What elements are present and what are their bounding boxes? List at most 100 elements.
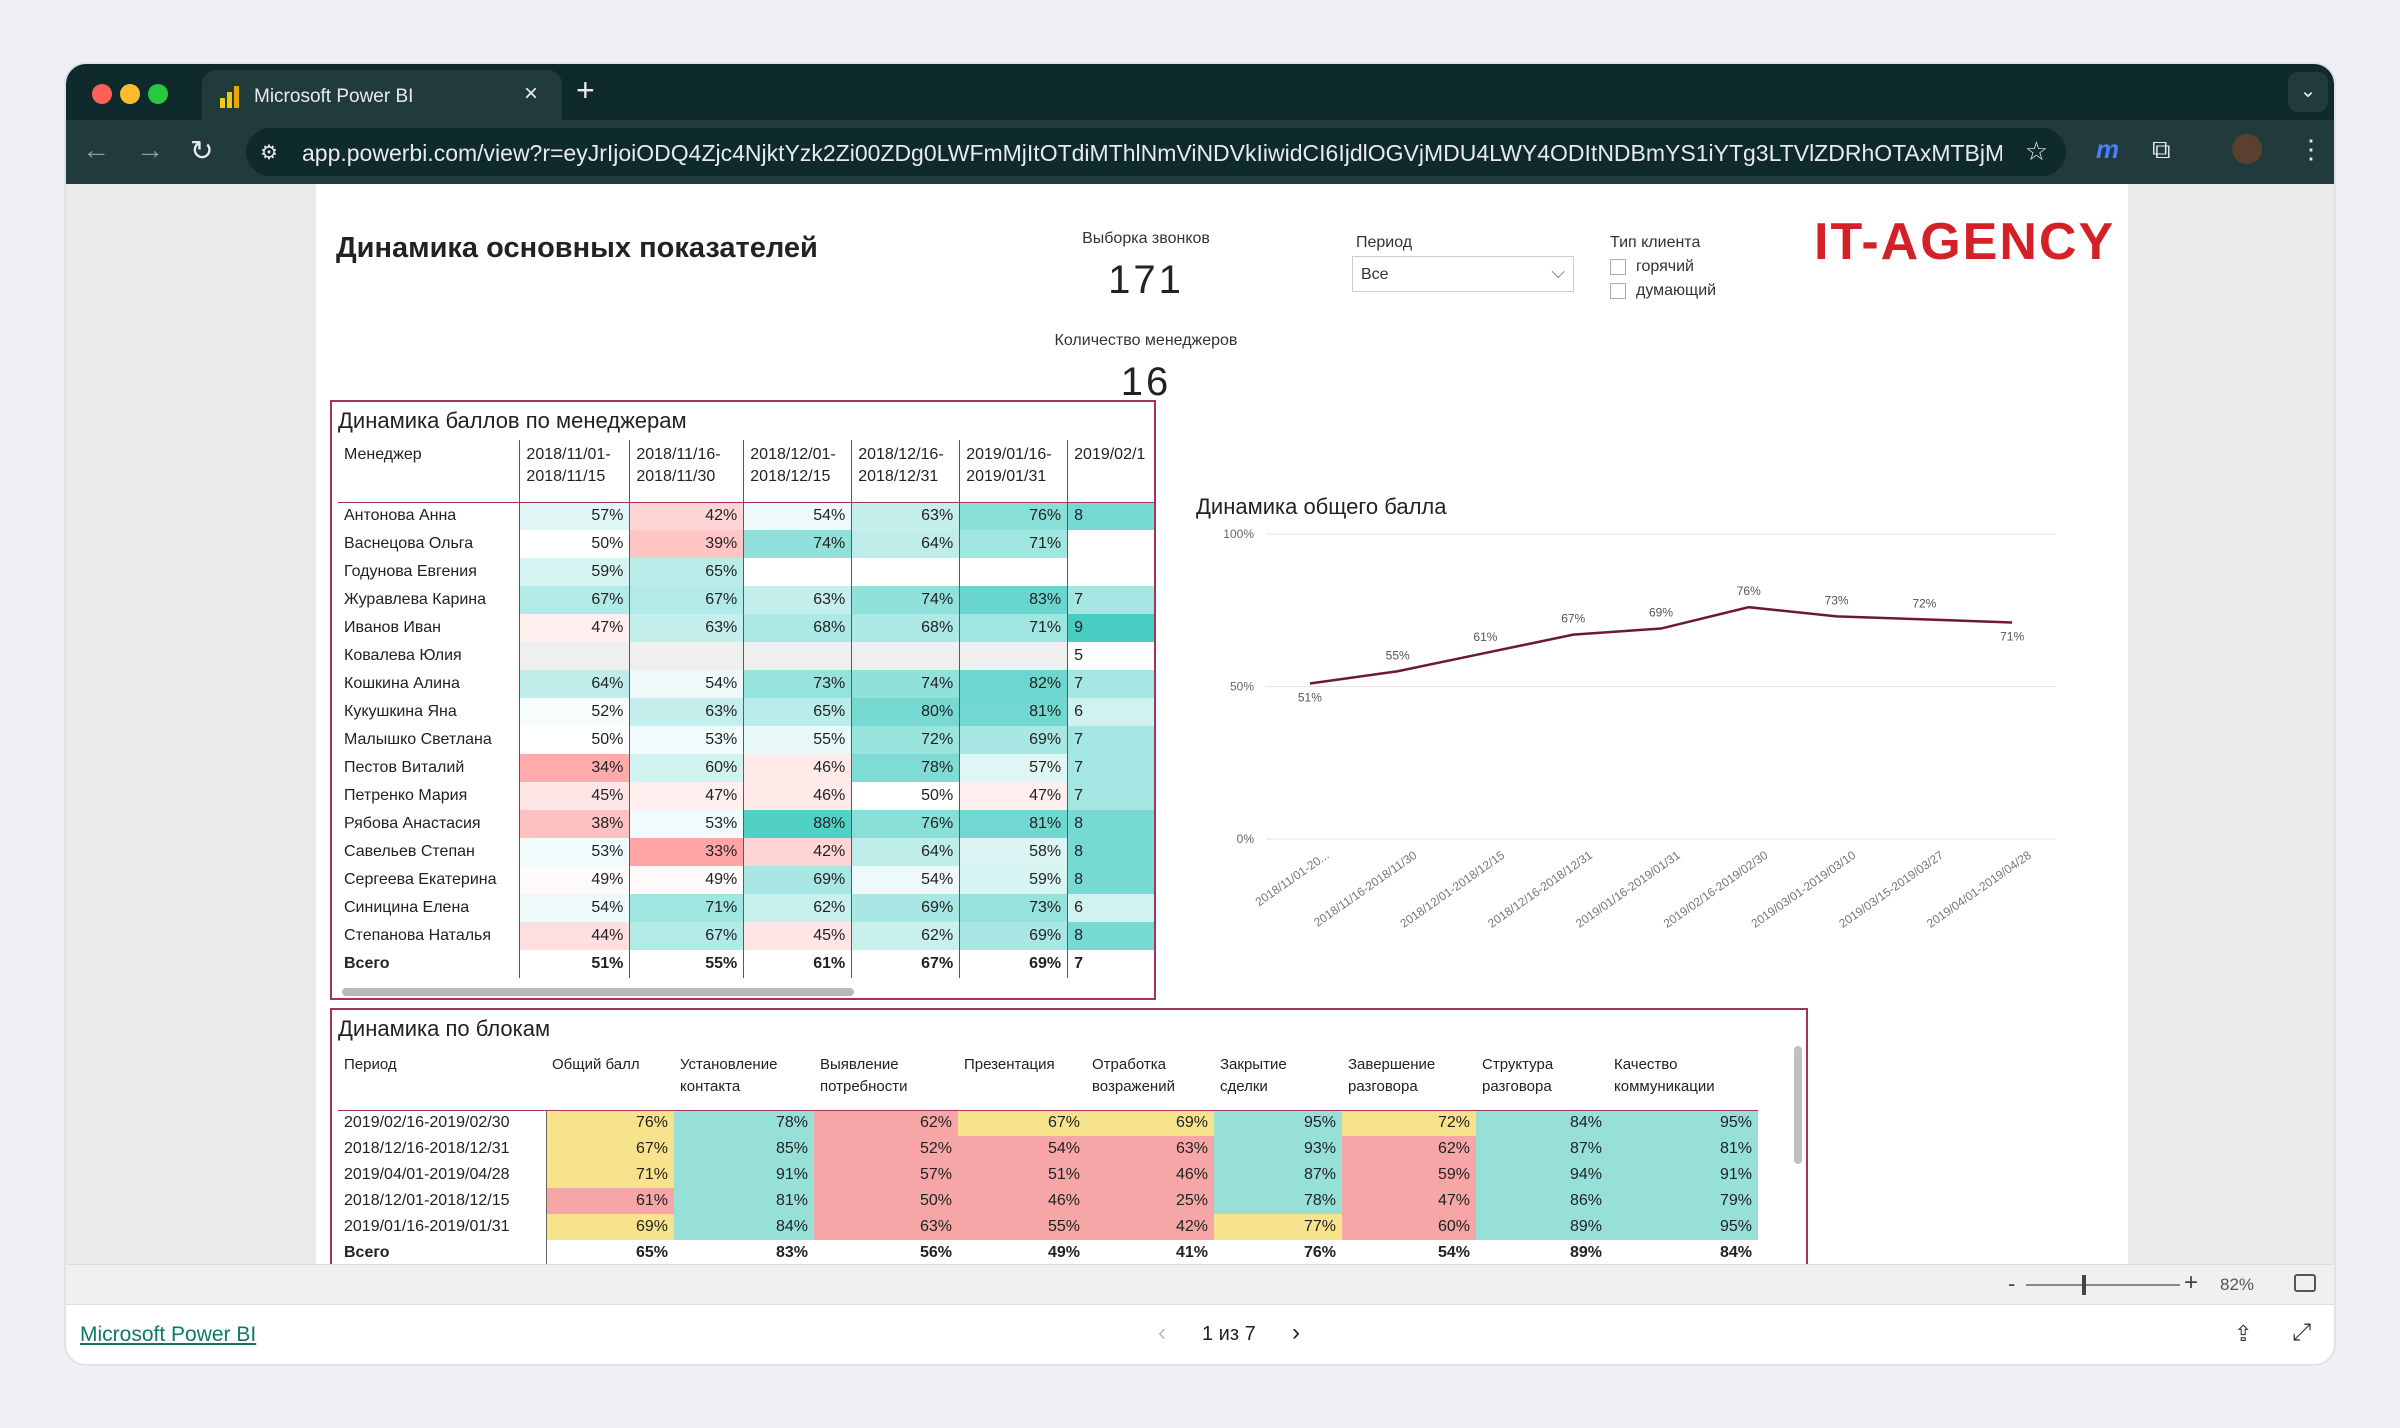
score-cell	[1067, 530, 1154, 558]
score-cell: 52%	[814, 1136, 958, 1162]
period-selected-value: Все	[1361, 266, 1389, 283]
blocks-column-header[interactable]: Закрытие сделки	[1220, 1056, 1287, 1095]
score-cell	[519, 642, 631, 670]
period-column-header[interactable]: 2019/01/16- 2019/01/31	[959, 440, 1068, 502]
close-window-button[interactable]	[92, 84, 112, 104]
table-row[interactable]: 2019/02/16-2019/02/30 76% 78% 62% 67% 69% 95% 7…	[338, 1110, 1758, 1136]
blocks-column-header[interactable]: Период	[344, 1056, 397, 1073]
table-row[interactable]: Антонова Анна 57% 42% 54% 63% 76% 8	[338, 502, 1154, 530]
next-page-icon[interactable]: ›	[1292, 1319, 1300, 1346]
extensions-puzzle-icon[interactable]: ⧉	[2152, 134, 2171, 164]
period-column-header[interactable]: 2018/11/16- 2018/11/30	[629, 440, 744, 502]
table-row[interactable]: Васнецова Ольга 50% 39% 74% 64% 71%	[338, 530, 1154, 558]
powerbi-link[interactable]: Microsoft Power BI	[80, 1323, 257, 1346]
bookmark-star-icon[interactable]: ☆	[2024, 136, 2048, 166]
table-row[interactable]: 2018/12/01-2018/12/15 61% 81% 50% 46% 25% 78% 4…	[338, 1188, 1758, 1214]
blocks-column-header[interactable]: Качество коммуникации	[1614, 1056, 1715, 1095]
share-icon[interactable]: ⇪	[2234, 1321, 2253, 1346]
table-row[interactable]: Годунова Евгения 59% 65%	[338, 558, 1154, 586]
forward-icon[interactable]: →	[136, 134, 164, 165]
checkbox[interactable]	[1610, 282, 1626, 299]
address-bar[interactable]: ⚙ app.powerbi.com/view?r=eyJrIjoiODQ4Zjc…	[246, 128, 2066, 176]
score-cell	[959, 642, 1069, 670]
new-tab-icon[interactable]: +	[576, 72, 595, 108]
client-option-hot[interactable]: горячий	[1610, 258, 1694, 276]
manager-column-header[interactable]: Менеджер	[344, 446, 422, 463]
maximize-window-button[interactable]	[148, 84, 168, 104]
blocks-column-header[interactable]: Завершение разговора	[1348, 1056, 1436, 1095]
score-cell	[851, 558, 961, 586]
client-option-thinking[interactable]: думающий	[1610, 282, 1716, 300]
fit-to-page-icon[interactable]	[2294, 1274, 2316, 1292]
score-cell: 95%	[1608, 1214, 1758, 1240]
blocks-column-header[interactable]: Общий балл	[552, 1056, 640, 1073]
score-cell: 77%	[1214, 1214, 1342, 1240]
table-row[interactable]: Петренко Мария 45% 47% 46% 50% 47% 7	[338, 782, 1154, 810]
score-cell: 69%	[743, 866, 853, 894]
browser-tab[interactable]: Microsoft Power BI ×	[202, 70, 562, 120]
total-row[interactable]: Всего 65% 83% 56% 49% 41% 76% 54% 89% 84%	[338, 1240, 1758, 1264]
extension-icon[interactable]: m	[2096, 134, 2120, 164]
zoom-out-button[interactable]: -	[2008, 1271, 2016, 1296]
table-row[interactable]: Сергеева Екатерина 49% 49% 69% 54% 59% 8	[338, 866, 1154, 894]
zoom-slider-track[interactable]	[2026, 1284, 2180, 1286]
period-column-header[interactable]: 2018/12/01- 2018/12/15	[743, 440, 852, 502]
total-row[interactable]: Всего 51% 55% 61% 67% 69% 7	[338, 950, 1154, 978]
table-row[interactable]: Журавлева Карина 67% 67% 63% 74% 83% 7	[338, 586, 1154, 614]
chevron-down-icon: ⌵	[1551, 262, 1565, 282]
menu-kebab-icon[interactable]: ⋮	[2298, 134, 2324, 164]
manager-name: Пестов Виталий	[338, 754, 521, 782]
browser-window: Microsoft Power BI × + ⌄ ← → ↻ ⚙ app.pow…	[66, 64, 2334, 1364]
table-row[interactable]: Савельев Степан 53% 33% 42% 64% 58% 8	[338, 838, 1154, 866]
score-cell	[959, 558, 1069, 586]
site-info-icon[interactable]: ⚙	[260, 142, 278, 164]
period-column-header[interactable]: 2019/02/1	[1067, 440, 1154, 502]
zoom-slider-thumb[interactable]	[2082, 1275, 2086, 1295]
horizontal-scrollbar[interactable]	[342, 988, 854, 996]
score-cell: 50%	[814, 1188, 958, 1214]
score-cell: 67%	[546, 1136, 674, 1162]
tab-search-icon[interactable]: ⌄	[2288, 72, 2328, 112]
blocks-column-header[interactable]: Выявление потребности	[820, 1056, 908, 1095]
table-row[interactable]: 2018/12/16-2018/12/31 67% 85% 52% 54% 63% 93% 6…	[338, 1136, 1758, 1162]
zoom-in-button[interactable]: +	[2184, 1269, 2199, 1296]
score-cell: 81%	[674, 1188, 814, 1214]
score-cell: 56%	[919, 1244, 952, 1261]
table-row[interactable]: Малышко Светлана 50% 53% 55% 72% 69% 7	[338, 726, 1154, 754]
minimize-window-button[interactable]	[120, 84, 140, 104]
table-row[interactable]: Пестов Виталий 34% 60% 46% 78% 57% 7	[338, 754, 1154, 782]
prev-page-icon[interactable]: ‹	[1158, 1319, 1166, 1346]
manager-name: Синицина Елена	[338, 894, 521, 922]
reload-icon[interactable]: ↻	[190, 135, 214, 166]
table-row[interactable]: 2019/04/01-2019/04/28 71% 91% 57% 51% 46% 87% 5…	[338, 1162, 1758, 1188]
table-row[interactable]: Ковалева Юлия 5	[338, 642, 1154, 670]
table-row[interactable]: Кошкина Алина 64% 54% 73% 74% 82% 7	[338, 670, 1154, 698]
table-row[interactable]: 2019/01/16-2019/01/31 69% 84% 63% 55% 42% 77% 6…	[338, 1214, 1758, 1240]
table-row[interactable]: Кукушкина Яна 52% 63% 65% 80% 81% 6	[338, 698, 1154, 726]
score-cell: 95%	[1608, 1110, 1758, 1136]
score-cell: 47%	[959, 782, 1069, 810]
blocks-column-header[interactable]: Установление контакта	[680, 1056, 778, 1095]
score-cell: 71%	[546, 1162, 674, 1188]
period-column-header[interactable]: 2018/12/16- 2018/12/31	[851, 440, 960, 502]
period-dropdown[interactable]: Все ⌵	[1352, 256, 1574, 292]
blocks-column-header[interactable]: Презентация	[964, 1056, 1055, 1073]
profile-avatar[interactable]	[2232, 134, 2262, 164]
blocks-column-header[interactable]: Отработка возражений	[1092, 1056, 1175, 1095]
y-tick-label: 50%	[1230, 680, 1254, 694]
table-row[interactable]: Рябова Анастасия 38% 53% 88% 76% 81% 8	[338, 810, 1154, 838]
score-cell: 69%	[959, 726, 1069, 754]
score-cell: 55%	[958, 1214, 1086, 1240]
table-row[interactable]: Иванов Иван 47% 63% 68% 68% 71% 9	[338, 614, 1154, 642]
blocks-column-header[interactable]: Структура разговора	[1482, 1056, 1554, 1095]
close-tab-icon[interactable]: ×	[524, 80, 539, 107]
table-row[interactable]: Синицина Елена 54% 71% 62% 69% 73% 6	[338, 894, 1154, 922]
back-icon[interactable]: ←	[82, 134, 110, 165]
vertical-scrollbar[interactable]	[1794, 1046, 1802, 1164]
period-column-header[interactable]: 2018/11/01- 2018/11/15	[519, 440, 630, 502]
score-cell: 46%	[743, 782, 853, 810]
checkbox[interactable]	[1610, 258, 1626, 275]
fullscreen-icon[interactable]: ⤢	[2292, 1319, 2312, 1346]
score-cell: 34%	[519, 754, 631, 782]
table-row[interactable]: Степанова Наталья 44% 67% 45% 62% 69% 8	[338, 922, 1154, 950]
